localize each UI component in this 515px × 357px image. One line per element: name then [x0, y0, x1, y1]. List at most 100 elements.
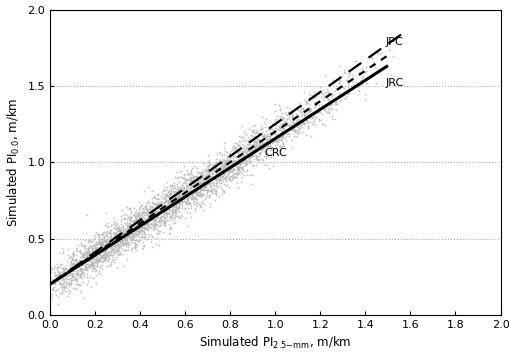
Point — [95, 235, 103, 240]
Point — [215, 166, 224, 172]
Point — [234, 143, 242, 149]
Point — [142, 217, 150, 223]
Point — [63, 281, 71, 286]
Point — [183, 183, 191, 189]
Point — [313, 108, 321, 114]
Point — [254, 157, 263, 163]
Point — [182, 200, 190, 206]
Point — [245, 149, 253, 154]
Point — [119, 240, 127, 246]
Point — [234, 142, 243, 148]
Point — [98, 237, 107, 243]
Point — [220, 170, 228, 176]
Point — [105, 241, 113, 247]
Point — [100, 229, 108, 235]
Point — [154, 205, 162, 210]
Point — [132, 223, 140, 229]
Point — [71, 262, 79, 268]
Point — [181, 206, 189, 212]
Point — [78, 262, 86, 267]
Point — [271, 109, 279, 114]
Point — [233, 151, 242, 157]
Point — [90, 252, 98, 258]
Point — [124, 229, 132, 235]
Point — [251, 150, 259, 155]
Point — [186, 174, 195, 180]
Point — [112, 233, 121, 238]
Point — [78, 242, 86, 248]
Point — [203, 180, 211, 185]
Point — [293, 117, 301, 123]
Point — [241, 159, 249, 165]
Point — [221, 166, 229, 172]
Point — [247, 147, 255, 153]
Point — [212, 160, 220, 166]
Point — [60, 280, 68, 286]
Point — [147, 188, 156, 194]
Point — [69, 260, 77, 266]
Point — [167, 217, 176, 222]
Point — [146, 221, 154, 227]
Point — [234, 161, 242, 166]
Point — [79, 252, 88, 257]
Point — [196, 204, 204, 210]
Point — [192, 187, 200, 193]
Point — [100, 246, 108, 251]
Point — [89, 266, 97, 272]
Point — [105, 263, 113, 268]
Point — [55, 271, 63, 277]
Point — [103, 245, 111, 251]
Point — [85, 248, 93, 254]
Point — [225, 159, 233, 165]
Point — [233, 154, 242, 160]
Point — [147, 196, 156, 201]
Point — [129, 218, 138, 224]
Point — [237, 158, 246, 164]
Point — [199, 193, 208, 198]
Point — [198, 174, 206, 179]
Point — [83, 254, 92, 260]
Point — [201, 183, 209, 188]
Point — [58, 272, 66, 278]
Point — [130, 233, 138, 239]
Point — [324, 96, 332, 102]
Point — [105, 239, 113, 245]
Point — [113, 221, 122, 227]
Point — [231, 146, 239, 152]
Point — [235, 138, 243, 144]
Point — [178, 182, 186, 188]
Point — [250, 134, 258, 139]
Point — [271, 134, 280, 139]
Point — [221, 157, 230, 163]
Point — [303, 105, 312, 111]
Point — [170, 196, 179, 202]
Point — [71, 276, 79, 281]
Point — [302, 107, 311, 113]
Point — [293, 121, 301, 127]
Point — [189, 191, 197, 197]
Point — [184, 193, 192, 199]
Point — [283, 116, 291, 122]
Point — [203, 187, 211, 193]
Point — [114, 243, 123, 249]
Point — [155, 220, 163, 225]
Point — [85, 257, 93, 263]
Point — [170, 191, 178, 196]
Point — [255, 140, 263, 146]
Point — [205, 204, 214, 210]
Point — [101, 247, 110, 252]
Point — [276, 136, 284, 142]
Point — [92, 245, 100, 251]
Point — [124, 241, 132, 246]
Point — [142, 205, 150, 211]
Point — [210, 161, 218, 167]
Point — [170, 208, 178, 214]
Point — [133, 220, 142, 225]
Point — [73, 277, 81, 282]
Point — [160, 195, 168, 201]
Point — [202, 167, 211, 173]
Point — [199, 187, 208, 193]
Point — [161, 197, 169, 203]
Point — [123, 247, 131, 253]
Point — [110, 243, 118, 248]
